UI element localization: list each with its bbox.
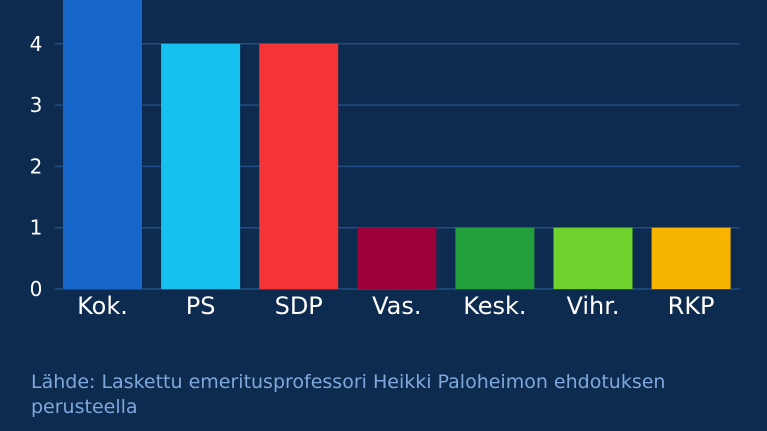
- bar-rkp: [651, 227, 731, 289]
- y-axis-ticks: 0 1 2 3 4: [30, 32, 43, 301]
- y-tick-label: 3: [30, 93, 43, 117]
- y-tick-label: 4: [30, 32, 43, 56]
- x-category-label: Vihr.: [566, 292, 619, 320]
- y-tick-label: 1: [30, 216, 43, 240]
- x-axis-labels: Kok. PS SDP Vas. Kesk. Vihr. RKP: [77, 292, 714, 320]
- x-category-label: SDP: [275, 292, 323, 320]
- x-category-label: PS: [186, 292, 216, 320]
- x-category-label: Kok.: [77, 292, 128, 320]
- bar-kok: [63, 0, 142, 289]
- bar-kesk: [455, 227, 535, 289]
- x-category-label: Kesk.: [463, 292, 526, 320]
- y-tick-label: 0: [30, 277, 43, 301]
- y-tick-label: 2: [30, 154, 43, 178]
- bar-ps: [161, 43, 241, 289]
- x-category-label: RKP: [668, 292, 715, 320]
- bar-sdp: [259, 43, 339, 289]
- bar-vas: [357, 227, 437, 289]
- source-note: Lähde: Laskettu emeritusprofessori Heikk…: [31, 371, 666, 418]
- x-category-label: Vas.: [372, 292, 421, 320]
- bars: [63, 0, 731, 289]
- bar-vihr: [553, 227, 633, 289]
